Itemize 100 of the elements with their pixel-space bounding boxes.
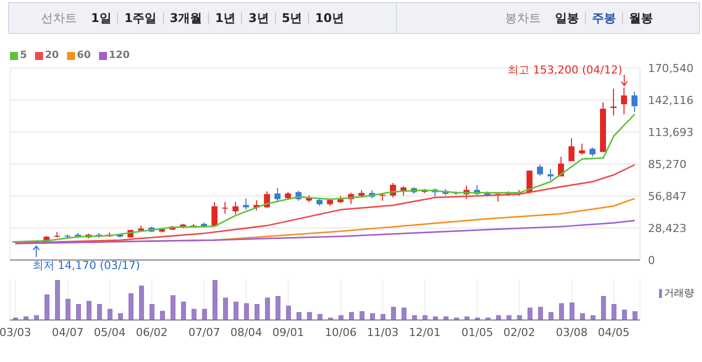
bar xyxy=(370,313,375,320)
bar xyxy=(286,306,291,320)
bar xyxy=(44,294,50,320)
bar xyxy=(34,315,39,320)
bar xyxy=(66,298,70,320)
bar xyxy=(254,304,260,320)
x-tick-label: 08/04 xyxy=(230,326,262,339)
text: 1년 xyxy=(215,10,236,26)
bar xyxy=(118,313,123,320)
legend-label: 120 xyxy=(108,50,130,61)
x-tick-label: 09/01 xyxy=(272,326,304,339)
x-tick-label: 12/01 xyxy=(408,326,441,339)
candlestick xyxy=(212,202,218,228)
x-tick-label: 06/02 xyxy=(136,326,168,339)
bar xyxy=(412,315,417,320)
candlestick xyxy=(222,201,228,214)
candlestick xyxy=(274,188,280,202)
bar xyxy=(559,303,564,320)
bar xyxy=(338,315,344,320)
legend-label: 60 xyxy=(76,50,91,61)
bar xyxy=(55,280,60,320)
x-tick-label: 03/03 xyxy=(0,326,32,339)
annotation: 최저 14,170 (03/17) xyxy=(32,259,140,272)
x-tick-label: 04/07 xyxy=(52,326,84,339)
bar xyxy=(192,308,196,320)
bar xyxy=(108,308,112,320)
bar xyxy=(202,308,207,320)
x-tick-label: 04/05 xyxy=(598,326,630,339)
legend-label: 5 xyxy=(19,50,27,61)
candlestick xyxy=(243,198,249,210)
candlestick xyxy=(632,91,638,112)
bar xyxy=(160,310,165,320)
text: 선차트 xyxy=(41,10,77,26)
legend-label: 거래량 xyxy=(663,287,694,300)
legend-label: 20 xyxy=(44,50,59,61)
bar xyxy=(265,298,270,320)
bar xyxy=(601,296,606,320)
x-tick-label: 03/08 xyxy=(556,326,588,339)
text: 주봉 xyxy=(592,10,616,26)
bar xyxy=(548,312,554,320)
bar xyxy=(391,306,396,320)
y-tick-label: 28,423 xyxy=(648,222,686,235)
y-tick-label: 170,540 xyxy=(648,62,694,75)
bar xyxy=(360,311,364,320)
x-tick-label: 02/02 xyxy=(503,326,536,339)
bar xyxy=(422,315,428,320)
x-tick-label: 10/06 xyxy=(324,326,357,339)
candlestick xyxy=(232,201,238,215)
bar xyxy=(139,286,144,320)
bar xyxy=(128,293,134,320)
candlestick xyxy=(537,164,543,176)
bar xyxy=(580,313,585,320)
bar xyxy=(349,312,354,320)
bar xyxy=(296,312,302,320)
line-series xyxy=(14,220,636,244)
candlestick xyxy=(400,186,406,196)
candlestick xyxy=(568,138,574,162)
text: 3년 xyxy=(248,10,269,26)
candlestick xyxy=(621,87,627,115)
line-series xyxy=(14,113,636,243)
bar xyxy=(244,303,249,320)
y-tick-label: 113,693 xyxy=(648,126,694,139)
bar xyxy=(496,315,501,320)
x-tick-label: 05/04 xyxy=(94,326,126,339)
bar xyxy=(318,314,322,320)
bar xyxy=(506,315,512,320)
bar xyxy=(150,304,154,320)
candlestick xyxy=(264,190,270,208)
bar xyxy=(570,302,574,320)
bar xyxy=(212,280,218,320)
bar xyxy=(307,312,312,320)
candlestick xyxy=(579,143,585,156)
bar xyxy=(622,310,627,320)
bar xyxy=(170,295,176,320)
bar xyxy=(380,314,386,320)
bar xyxy=(223,298,228,320)
bar xyxy=(76,304,81,320)
bar xyxy=(612,304,616,320)
bar xyxy=(590,315,596,320)
bar xyxy=(402,308,406,320)
text: 월봉 xyxy=(629,10,653,26)
y-tick-label: 85,270 xyxy=(648,158,686,171)
text: 5년 xyxy=(282,10,302,26)
x-tick-label: 11/03 xyxy=(366,326,399,339)
bar xyxy=(276,296,280,320)
candlestick xyxy=(610,88,616,116)
text: 10년 xyxy=(315,10,344,26)
y-tick-label: 0 xyxy=(648,254,655,267)
bar xyxy=(86,300,92,320)
bar xyxy=(181,302,186,320)
x-tick-label: 07/07 xyxy=(188,326,220,339)
text: 1일 xyxy=(91,10,112,26)
text: 1주일 xyxy=(124,10,157,26)
y-tick-label: 142,116 xyxy=(648,94,694,107)
candlestick xyxy=(548,168,554,181)
bar xyxy=(234,302,238,320)
text: 일봉 xyxy=(555,10,579,26)
bar xyxy=(97,304,102,320)
text: 봉차트 xyxy=(505,10,541,26)
x-tick-label: 01/05 xyxy=(461,326,494,339)
